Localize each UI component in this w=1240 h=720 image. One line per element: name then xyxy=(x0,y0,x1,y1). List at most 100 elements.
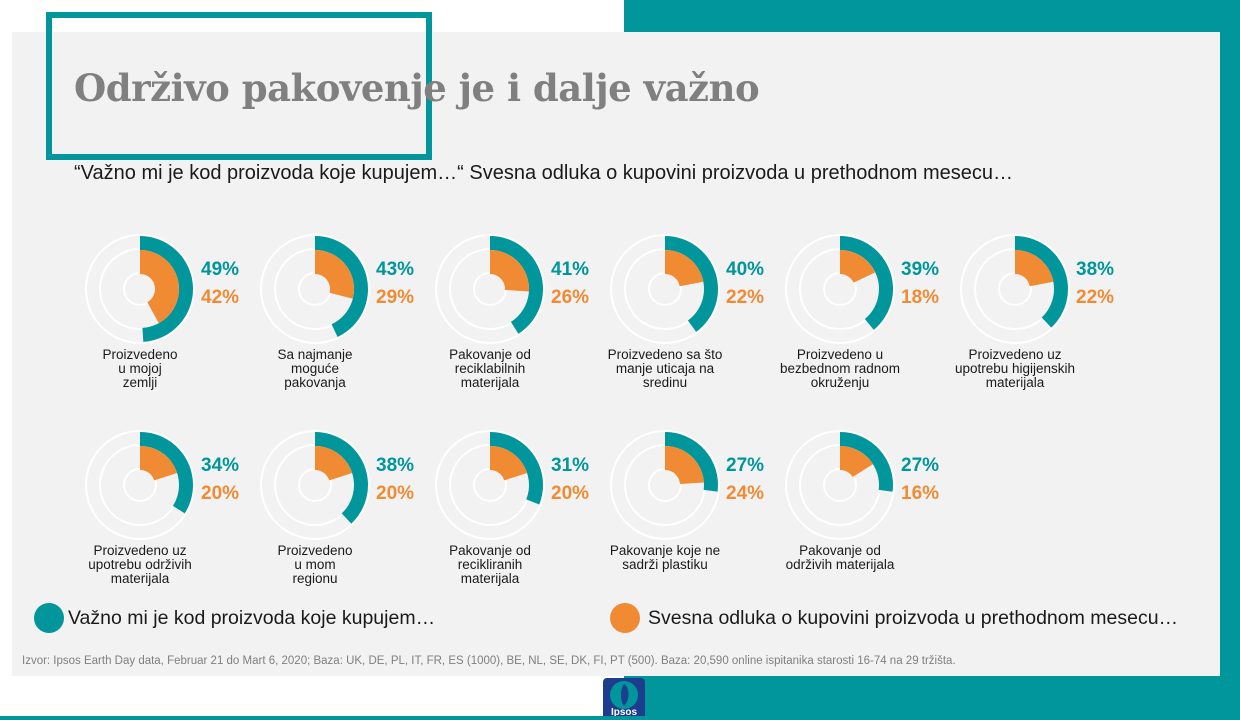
data-label-important: 38% xyxy=(1076,259,1115,280)
donut-10 xyxy=(610,430,720,540)
category-label: Pakovanje od reciklabilnih materijala xyxy=(415,348,565,390)
data-label-important: 41% xyxy=(551,259,590,280)
category-label-line: Proizvedeno xyxy=(277,543,353,558)
category-label-line: Proizvedeno sa što xyxy=(607,347,723,362)
donut-arc-important xyxy=(140,432,193,514)
category-label-line: reciklabilnih xyxy=(454,361,526,376)
donut-6 xyxy=(960,234,1070,344)
content-panel xyxy=(12,32,1220,676)
data-label-important: 27% xyxy=(726,455,765,476)
legend-label-teal: Važno mi je kod proizvoda koje kupujem… xyxy=(68,607,436,629)
donut-5 xyxy=(785,234,895,344)
page-title: Održivo pakovenje je i dalje važno xyxy=(74,66,760,110)
donut-9 xyxy=(435,430,545,540)
category-label-line: okruženju xyxy=(810,375,870,390)
category-label-line: Proizvedeno xyxy=(102,347,178,362)
donut-arc-purchase xyxy=(315,446,353,481)
legend-label-orange: Svesna odluka o kupovini proizvoda u pre… xyxy=(648,607,1179,629)
category-label-line: Pakovanje od xyxy=(449,347,531,362)
donut-arc-important xyxy=(665,236,718,332)
data-label-purchase: 26% xyxy=(551,287,590,308)
category-label-line: bezbednom radnom xyxy=(779,361,901,376)
donut-ring-guide xyxy=(260,234,370,344)
donut-1 xyxy=(85,234,195,344)
data-label-purchase: 18% xyxy=(901,287,940,308)
legend-marker-teal xyxy=(34,603,64,633)
donut-arc-purchase xyxy=(665,250,704,287)
category-label: Proizvedeno uz upotrebu higijenskih materi… xyxy=(940,348,1090,390)
donut-arc-purchase xyxy=(840,446,873,477)
data-label-important: 31% xyxy=(551,455,590,476)
category-label-line: materijala xyxy=(985,375,1045,390)
category-label: Pakovanje koje ne sadrži plastiku xyxy=(590,544,740,572)
data-label-purchase: 24% xyxy=(726,483,765,504)
category-label-line: materijala xyxy=(460,375,520,390)
category-label-line: zemlji xyxy=(122,375,158,390)
donut-arc-purchase xyxy=(140,446,178,481)
donut-arc-important xyxy=(840,236,893,330)
chart-subtitle: “Važno mi je kod proizvoda koje kupujem…… xyxy=(74,162,1014,184)
donut-arc-important xyxy=(840,432,893,492)
data-label-purchase: 22% xyxy=(726,287,765,308)
category-label-line: Pakovanje od xyxy=(449,543,531,558)
donut-arc-important xyxy=(665,432,718,492)
donut-arc-purchase xyxy=(315,250,354,299)
donut-3 xyxy=(435,234,545,344)
category-label-line: Pakovanje od xyxy=(799,543,881,558)
donut-arc-purchase xyxy=(665,446,704,485)
legend-marker-orange xyxy=(610,603,640,633)
category-label-line: materijala xyxy=(110,571,170,586)
data-label-purchase: 42% xyxy=(201,287,240,308)
category-label: Proizvedeno uz upotrebu održivih materijal… xyxy=(65,544,215,586)
donut-ring-guide xyxy=(610,430,720,540)
donut-arc-important xyxy=(315,236,369,337)
donut-ring-guide xyxy=(785,234,895,344)
donut-11 xyxy=(785,430,895,540)
donut-arc-important xyxy=(1015,236,1068,328)
category-label-line: upotrebu higijenskih xyxy=(954,361,1076,376)
donut-ring-guide xyxy=(435,234,545,344)
category-label: Proizvedeno u mom regionu xyxy=(240,544,390,586)
category-label-line: u mom xyxy=(294,557,336,572)
category-label-line: sadrži plastiku xyxy=(622,557,708,572)
bottom-accent-line xyxy=(0,716,1240,720)
category-label-line: upotrebu održivih xyxy=(88,557,192,572)
data-label-important: 27% xyxy=(901,455,940,476)
donut-8 xyxy=(260,430,370,540)
data-label-purchase: 20% xyxy=(201,483,240,504)
category-label-line: moguće xyxy=(290,361,340,376)
data-label-important: 40% xyxy=(726,259,765,280)
donut-ring-guide xyxy=(610,234,720,344)
donut-7 xyxy=(85,430,195,540)
category-label-line: materijala xyxy=(460,571,520,586)
category-label-line: Sa najmanje xyxy=(277,347,353,362)
category-label: Proizvedeno u bezbednom radnom okruženju xyxy=(765,348,915,390)
data-label-purchase: 20% xyxy=(376,483,415,504)
category-label-line: Proizvedeno uz xyxy=(968,347,1062,362)
donut-arc-purchase xyxy=(140,250,180,324)
donut-arc-important xyxy=(490,432,543,505)
category-label: Proizvedeno sa što manje uticaja na sredin… xyxy=(590,348,740,390)
data-label-important: 39% xyxy=(901,259,940,280)
donut-arc-important xyxy=(315,432,368,524)
category-label: Pakovanje od održivih materijala xyxy=(765,544,915,572)
data-label-important: 43% xyxy=(376,259,415,280)
donut-ring-guide xyxy=(785,430,895,540)
category-label-line: pakovanja xyxy=(284,375,346,390)
category-label-line: održivih materijala xyxy=(785,557,895,572)
data-label-purchase: 16% xyxy=(901,483,940,504)
donut-ring-guide xyxy=(85,234,195,344)
data-label-purchase: 22% xyxy=(1076,287,1115,308)
donut-arc-important xyxy=(490,236,543,334)
donut-arc-purchase xyxy=(490,250,529,292)
donut-2 xyxy=(260,234,370,344)
category-label-line: regionu xyxy=(292,571,338,586)
donut-ring-guide xyxy=(260,430,370,540)
donut-arc-purchase xyxy=(1015,250,1054,287)
category-label-line: manje uticaja na xyxy=(615,361,715,376)
data-label-important: 38% xyxy=(376,455,415,476)
category-label-line: sredinu xyxy=(642,375,688,390)
category-label: Proizvedeno u mojoj zemlji xyxy=(65,348,215,390)
donut-ring-guide xyxy=(435,430,545,540)
ipsos-logo-icon: Ipsos xyxy=(603,678,645,720)
